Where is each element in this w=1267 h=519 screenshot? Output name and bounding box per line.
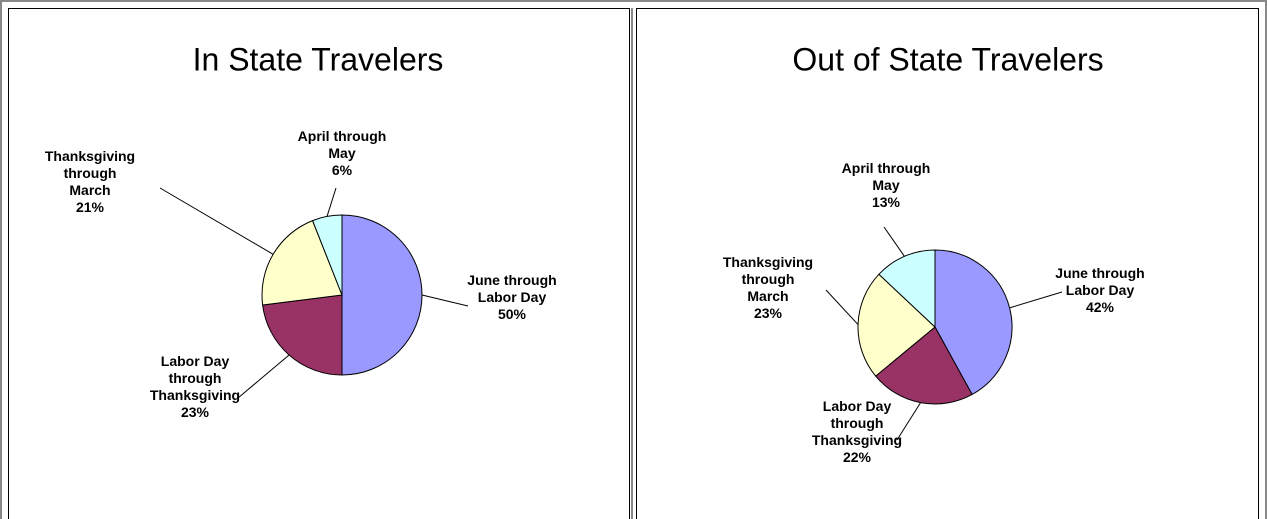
category-label: June through Labor Day [467, 272, 557, 305]
value-label: 13% [871, 194, 901, 210]
category-label: Labor Day through Thanksgiving [149, 353, 241, 403]
value-label: 21% [75, 199, 105, 215]
leader-line [326, 187, 337, 217]
pie-slice [878, 249, 936, 329]
chart-title: Out of State Travelers [792, 41, 1103, 77]
leader-line [896, 402, 921, 441]
category-label: April through May [841, 160, 931, 193]
value-label: 23% [180, 404, 210, 420]
category-label: June through Labor Day [1055, 265, 1145, 298]
pie-slice [262, 294, 343, 376]
value-label: 23% [753, 305, 783, 321]
pie-slice [874, 326, 973, 405]
slice-label: June through Labor Day 42% [1050, 265, 1150, 316]
slice-label: June through Labor Day 50% [462, 272, 562, 323]
slice-label: Labor Day through Thanksgiving 22% [807, 398, 907, 466]
leader-line [825, 289, 859, 325]
value-label: 22% [842, 449, 872, 465]
category-label: April through May [297, 128, 387, 161]
leader-line [883, 226, 905, 257]
leader-line [1009, 291, 1063, 309]
leader-line [159, 187, 274, 255]
category-label: Labor Day through Thanksgiving [811, 398, 903, 448]
value-label: 42% [1085, 299, 1115, 315]
slice-label: Thanksgiving through March 23% [720, 254, 816, 322]
value-label: 6% [331, 162, 353, 178]
slice-label: Thanksgiving through March 21% [42, 148, 138, 216]
category-label: Thanksgiving through March [44, 148, 136, 198]
slice-label: Labor Day through Thanksgiving 23% [145, 353, 245, 421]
pie-slice [311, 214, 343, 296]
pie-slice [261, 219, 343, 306]
leader-line [237, 354, 290, 399]
category-label: Thanksgiving through March [722, 254, 814, 304]
slice-label: April through May 13% [836, 160, 936, 211]
leader-line [421, 294, 469, 307]
slice-label: April through May 6% [292, 128, 392, 179]
chart-title: In State Travelers [193, 41, 444, 77]
value-label: 50% [497, 306, 527, 322]
